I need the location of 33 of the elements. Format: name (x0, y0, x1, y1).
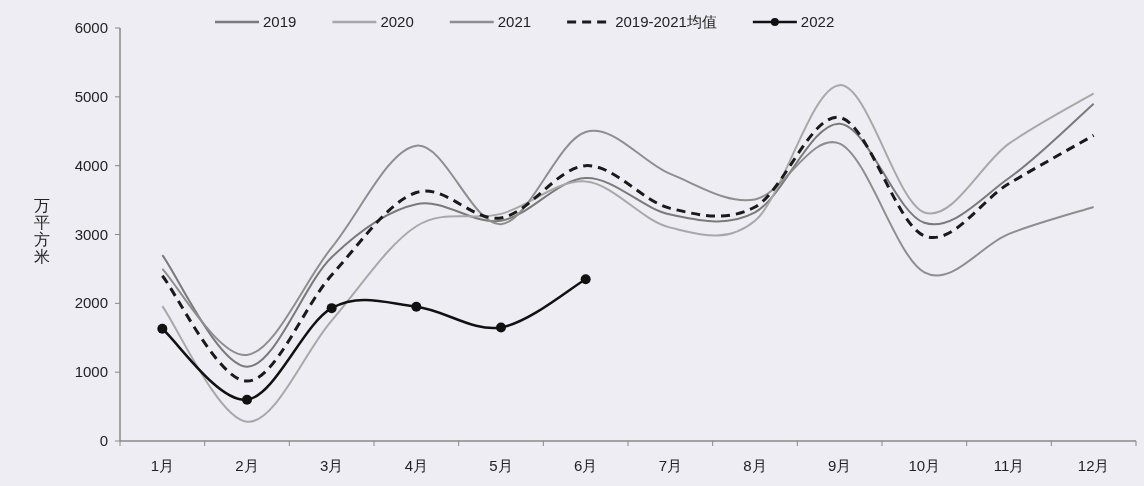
line-series (161, 84, 1095, 423)
legend-label: 2021 (497, 13, 532, 30)
point (411, 301, 422, 312)
line-series (161, 130, 1095, 356)
y-tick-label: 1000 (74, 363, 108, 381)
y-tick-label: 5000 (74, 87, 108, 105)
y-axis-title: 万平方米 (34, 196, 50, 265)
x-tick-label: 8月 (743, 457, 767, 474)
legend-label: 2019-2021均值 (615, 13, 717, 30)
y-tick-label: 2000 (74, 294, 108, 312)
legend-label: 2019 (263, 13, 297, 30)
x-tick-label: 5月 (489, 457, 513, 474)
x-tick-label: 9月 (827, 457, 852, 474)
x-tick-label: 3月 (319, 457, 344, 474)
point (496, 322, 506, 333)
point (580, 274, 591, 285)
point (326, 303, 337, 314)
x-tick-label: 6月 (573, 457, 598, 474)
y-tick-label: 3000 (74, 225, 108, 243)
x-tick-label: 11月 (993, 457, 1025, 474)
point (157, 323, 168, 334)
y-tick-label: 4000 (74, 156, 108, 174)
x-tick-label: 1月 (150, 457, 175, 474)
legend-label: 2020 (380, 13, 414, 30)
x-tick-label: 2月 (235, 457, 259, 474)
legend-label: 2022 (800, 13, 835, 30)
x-tick-label: 4月 (404, 457, 429, 474)
x-tick-label: 10月 (908, 457, 941, 474)
y-tick-label: 6000 (74, 19, 108, 36)
point (242, 394, 252, 405)
x-tick-label: 12月 (1077, 457, 1110, 474)
x-tick-label: 7月 (658, 457, 683, 474)
y-tick-label: 0 (99, 432, 108, 449)
